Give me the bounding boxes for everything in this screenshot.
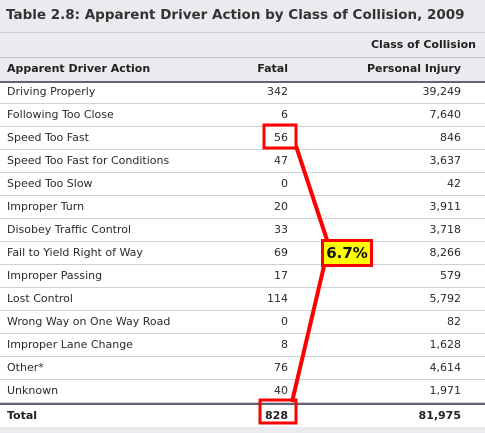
table-row: Improper Passing 17 579 xyxy=(0,265,485,288)
row-action: Wrong Way on One Way Road xyxy=(7,315,171,328)
table-row: Improper Turn 20 3,911 xyxy=(0,196,485,219)
row-action: Speed Too Fast xyxy=(7,131,89,144)
table-row: Unknown 40 1,971 xyxy=(0,380,485,403)
row-fatal: 76 xyxy=(274,361,288,374)
row-fatal: 0 xyxy=(281,315,288,328)
row-action: Improper Turn xyxy=(7,200,85,213)
row-action: Speed Too Slow xyxy=(7,177,93,190)
row-action: Unknown xyxy=(7,384,59,397)
row-injury: 3,718 xyxy=(429,223,462,236)
table-title: Table 2.8: Apparent Driver Action by Cla… xyxy=(6,7,465,23)
column-header-row: Apparent Driver Action Fatal Personal In… xyxy=(0,57,485,83)
row-fatal: 33 xyxy=(274,223,288,236)
group-header-row: Class of Collision xyxy=(0,33,485,57)
row-action: Fail to Yield Right of Way xyxy=(7,246,143,259)
column-header-action: Apparent Driver Action xyxy=(7,62,151,75)
total-row: Total 828 81,975 xyxy=(0,403,485,427)
table-row: Disobey Traffic Control 33 3,718 xyxy=(0,219,485,242)
total-fatal: 828 xyxy=(265,409,288,422)
row-injury: 82 xyxy=(447,315,461,328)
table-body: Driving Properly 342 39,249 Following To… xyxy=(0,81,485,403)
row-injury: 7,640 xyxy=(429,108,462,121)
row-action: Following Too Close xyxy=(7,108,114,121)
table-row: Speed Too Slow 0 42 xyxy=(0,173,485,196)
table-row: Lost Control 114 5,792 xyxy=(0,288,485,311)
row-fatal: 17 xyxy=(274,269,288,282)
table-row: Fail to Yield Right of Way 69 8,266 xyxy=(0,242,485,265)
row-injury: 42 xyxy=(447,177,461,190)
row-fatal: 6 xyxy=(281,108,288,121)
table-title-bar: Table 2.8: Apparent Driver Action by Cla… xyxy=(0,0,485,33)
row-injury: 3,637 xyxy=(429,154,462,167)
table-row: Speed Too Fast for Conditions 47 3,637 xyxy=(0,150,485,173)
row-action: Speed Too Fast for Conditions xyxy=(7,154,170,167)
row-injury: 1,628 xyxy=(429,338,462,351)
column-header-fatal: Fatal xyxy=(257,62,288,75)
row-fatal: 47 xyxy=(274,154,288,167)
row-fatal: 114 xyxy=(267,292,288,305)
row-injury: 1,971 xyxy=(429,384,462,397)
total-label: Total xyxy=(7,409,38,422)
row-action: Disobey Traffic Control xyxy=(7,223,132,236)
row-action: Improper Lane Change xyxy=(7,338,133,351)
row-fatal: 8 xyxy=(281,338,288,351)
row-injury: 4,614 xyxy=(429,361,462,374)
table-row: Improper Lane Change 8 1,628 xyxy=(0,334,485,357)
row-fatal: 56 xyxy=(274,131,288,144)
row-injury: 3,911 xyxy=(429,200,462,213)
table-row: Other* 76 4,614 xyxy=(0,357,485,380)
row-fatal: 20 xyxy=(274,200,288,213)
column-header-injury: Personal Injury xyxy=(366,62,461,75)
row-action: Lost Control xyxy=(7,292,73,305)
row-fatal: 69 xyxy=(274,246,288,259)
table-row: Speed Too Fast 56 846 xyxy=(0,127,485,150)
row-action: Improper Passing xyxy=(7,269,103,282)
row-fatal: 342 xyxy=(267,85,288,98)
table-row: Wrong Way on One Way Road 0 82 xyxy=(0,311,485,334)
row-injury: 39,249 xyxy=(422,85,462,98)
row-fatal: 0 xyxy=(281,177,288,190)
percentage-callout: 6.7% xyxy=(321,239,373,267)
row-injury: 5,792 xyxy=(429,292,462,305)
total-injury: 81,975 xyxy=(418,409,461,422)
row-fatal: 40 xyxy=(274,384,288,397)
class-of-collision-header: Class of Collision xyxy=(370,38,476,51)
row-action: Driving Properly xyxy=(7,85,96,98)
table-footer-strip xyxy=(0,427,485,433)
row-injury: 8,266 xyxy=(429,246,462,259)
row-injury: 579 xyxy=(440,269,461,282)
table-row: Following Too Close 6 7,640 xyxy=(0,104,485,127)
row-action: Other* xyxy=(7,361,44,374)
table-row: Driving Properly 342 39,249 xyxy=(0,81,485,104)
row-injury: 846 xyxy=(440,131,461,144)
